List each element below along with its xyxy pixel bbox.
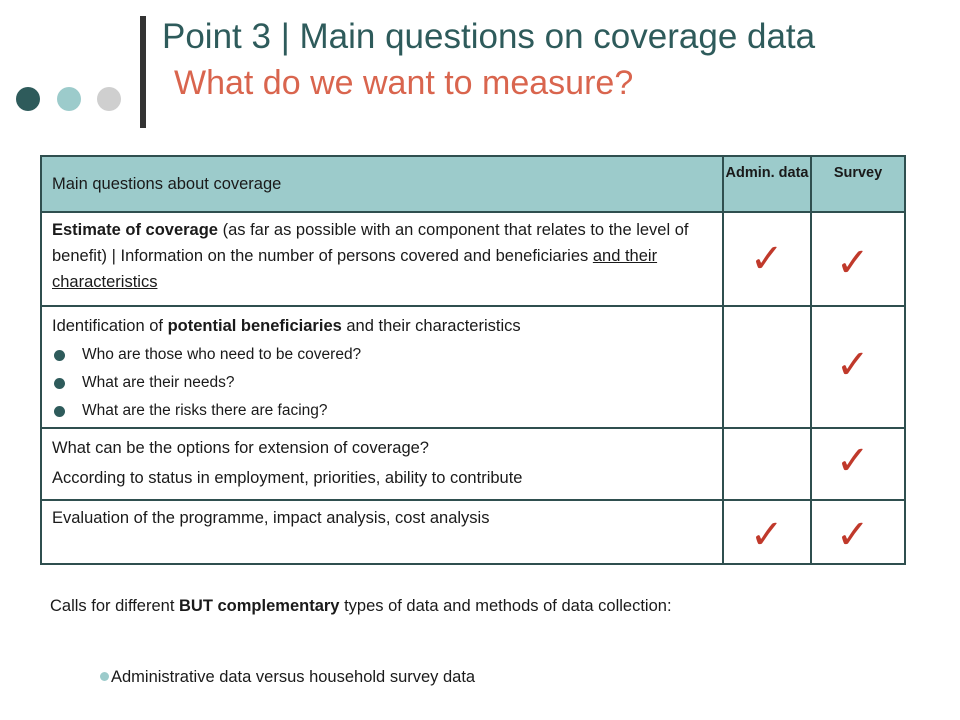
- row4-line1: Evaluation of the programme, impact anal…: [52, 509, 490, 527]
- list-item: What are the risks there are facing?: [52, 397, 712, 425]
- table-header-question: Main questions about coverage: [40, 155, 724, 213]
- row1-survey-cell: ✓: [810, 211, 906, 307]
- row1-bold: Estimate of coverage: [52, 221, 218, 239]
- list-item: Who are those who need to be covered?: [52, 341, 712, 369]
- row3-line2: According to status in employment, prior…: [52, 469, 523, 487]
- coverage-table: Main questions about coverage Admin. dat…: [40, 155, 906, 565]
- table-row-potential-beneficiaries: Identification of potential beneficiarie…: [40, 305, 724, 429]
- row1-admin-cell: ✓: [722, 211, 812, 307]
- row4-survey-cell: ✓: [810, 499, 906, 565]
- row3-line1: What can be the options for extension of…: [52, 439, 429, 457]
- bullet-dot-icon: [100, 672, 109, 682]
- row3-admin-cell: [722, 427, 812, 501]
- decor-dot-dark: [16, 87, 40, 111]
- header-survey-label: Survey: [833, 165, 883, 181]
- decor-dot-grey: [97, 87, 121, 111]
- footer-bullet-item: Administrative data versus household sur…: [100, 664, 475, 690]
- row2-survey-cell: ✓: [810, 305, 906, 429]
- check-icon: ✓: [750, 236, 784, 282]
- row1-text: (as far as possible with an component th…: [52, 221, 689, 265]
- header-admin-label: Admin. data: [725, 165, 809, 181]
- page-subtitle: What do we want to measure?: [174, 64, 634, 102]
- header-question-label: Main questions about coverage: [52, 175, 282, 193]
- row2-heading: Identification of potential beneficiarie…: [52, 317, 521, 335]
- table-header-admin: Admin. data: [722, 155, 812, 213]
- table-row-evaluation: Evaluation of the programme, impact anal…: [40, 499, 724, 565]
- footer-bold: BUT complementary: [179, 597, 340, 615]
- footer-text: Calls for different BUT complementary ty…: [50, 597, 672, 615]
- table-header-survey: Survey: [810, 155, 906, 213]
- table-row-extension-options: What can be the options for extension of…: [40, 427, 724, 501]
- check-icon: ✓: [836, 438, 870, 484]
- list-item: What are their needs?: [52, 369, 712, 397]
- check-icon: ✓: [836, 342, 870, 388]
- footer-bullet-label: Administrative data versus household sur…: [111, 668, 476, 686]
- title-divider: [140, 16, 146, 128]
- row2-bold: potential beneficiaries: [167, 317, 342, 335]
- row1-underlined: and their characteristics: [52, 247, 658, 291]
- row2-admin-cell: [722, 305, 812, 429]
- row4-admin-cell: ✓: [722, 499, 812, 565]
- decor-dot-teal: [57, 87, 81, 111]
- check-icon: ✓: [836, 512, 870, 558]
- row3-survey-cell: ✓: [810, 427, 906, 501]
- page-title: Point 3 | Main questions on coverage dat…: [162, 17, 816, 56]
- check-icon: ✓: [836, 240, 870, 286]
- check-icon: ✓: [750, 512, 784, 558]
- table-row-coverage-estimate: Estimate of coverage (as far as possible…: [40, 211, 724, 307]
